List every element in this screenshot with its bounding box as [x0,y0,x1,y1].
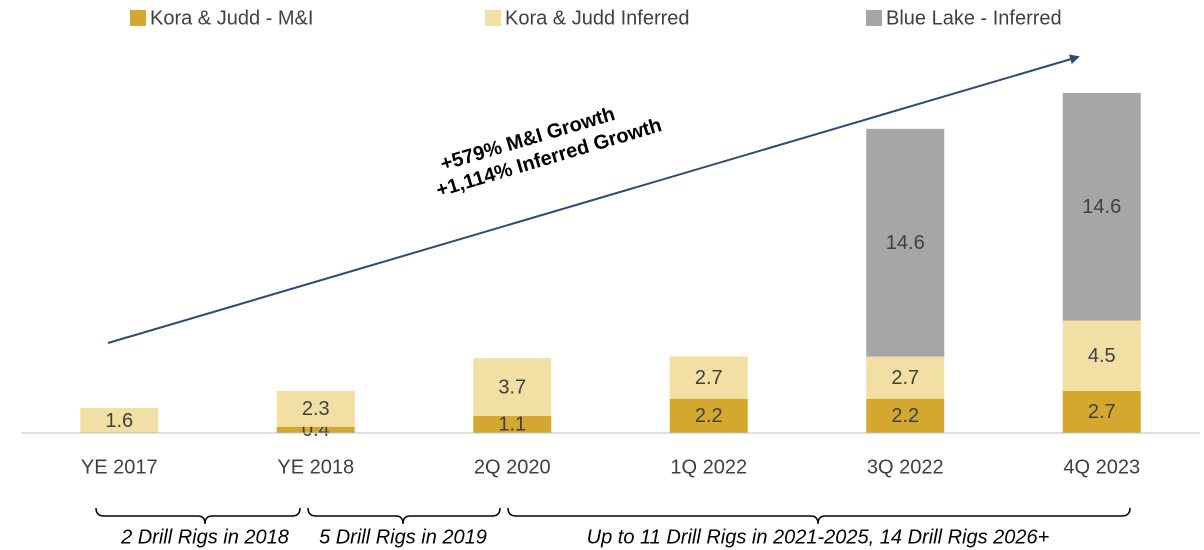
bar-segment [80,408,159,433]
bar-segment [669,398,748,433]
x-tick-label: YE 2018 [277,456,354,478]
data-label: 1.1 [498,414,526,436]
x-tick-label: 3Q 2022 [867,456,944,478]
bar-segment [1062,390,1141,433]
x-tick-label: 1Q 2022 [670,456,747,478]
data-label: 4.5 [1088,345,1116,367]
data-label: 2.7 [695,367,723,389]
data-label: 2.7 [891,367,919,389]
annotation-group: +579% M&I Growth +1,114% Inferred Growth [434,103,665,202]
legend-label: Kora & Judd Inferred [505,7,690,29]
bar-segment [1062,320,1141,391]
data-label: 3.7 [498,376,526,398]
period-label: Up to 11 Drill Rigs in 2021-2025, 14 Dri… [587,526,1050,548]
data-label: 2.7 [1088,401,1116,423]
legend-swatch [130,10,146,26]
bar-segment [276,390,355,427]
bar-segment [473,415,552,433]
bar-segment [276,426,355,433]
data-label: 14.6 [886,232,925,254]
x-tick-label: 4Q 2023 [1063,456,1140,478]
bar-segment [866,356,945,399]
data-label: 1.6 [105,410,133,432]
period-label: 5 Drill Rigs in 2019 [319,526,487,548]
x-tick-label: YE 2017 [81,456,158,478]
data-label: 2.2 [695,405,723,427]
data-label: 2.2 [891,405,919,427]
period-label: 2 Drill Rigs in 2018 [120,526,289,548]
bar-segment [1062,92,1141,321]
legend-label: Kora & Judd - M&I [150,7,313,29]
legend-swatch [485,10,501,26]
bar-segment [473,358,552,416]
bar-segment [866,398,945,433]
bar-segment [669,356,748,399]
legend-swatch [866,10,882,26]
x-tick-label: 2Q 2020 [474,456,551,478]
data-label: 2.3 [302,398,330,420]
data-label: 14.6 [1082,196,1121,218]
legend-label: Blue Lake - Inferred [886,7,1062,29]
bar-segment [866,128,945,357]
growth-arrow [107,54,1080,344]
brackets [95,507,1131,525]
